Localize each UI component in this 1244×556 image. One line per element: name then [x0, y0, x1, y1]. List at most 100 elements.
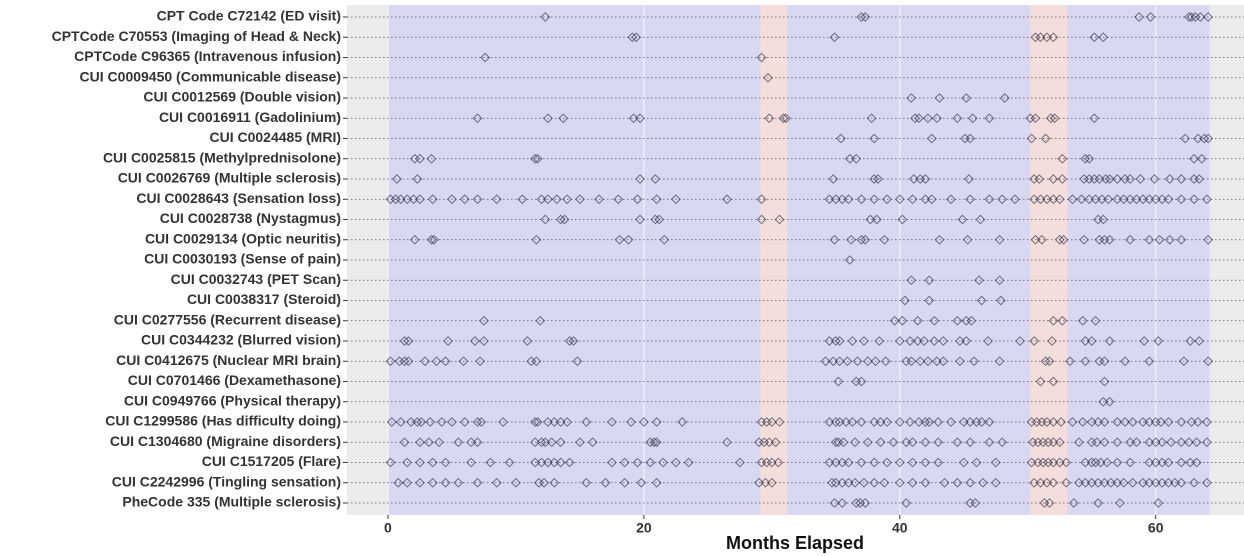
point: [1035, 194, 1046, 205]
point: [760, 477, 771, 488]
point: [926, 194, 937, 205]
point: [1042, 477, 1052, 488]
point: [1135, 174, 1146, 184]
point: [1144, 417, 1155, 427]
point: [888, 437, 899, 448]
point: [871, 214, 882, 225]
point: [958, 417, 969, 427]
point: [841, 417, 851, 427]
point: [632, 457, 643, 468]
point: [1194, 336, 1205, 346]
point: [415, 437, 425, 448]
point: [924, 417, 935, 427]
point: [472, 437, 483, 448]
point: [549, 457, 560, 468]
point: [766, 417, 777, 427]
point: [606, 417, 617, 427]
point: [844, 255, 855, 265]
point: [683, 457, 694, 468]
point: [649, 437, 660, 448]
point: [1077, 417, 1088, 427]
point: [1054, 234, 1065, 245]
point: [434, 437, 445, 448]
point: [1164, 174, 1175, 184]
point: [844, 153, 855, 164]
point: [931, 113, 942, 124]
point: [860, 498, 871, 508]
point: [939, 477, 950, 488]
point: [1176, 234, 1187, 245]
point: [1093, 498, 1104, 508]
point: [933, 417, 944, 427]
point: [856, 234, 867, 245]
point: [1061, 477, 1072, 488]
point: [1048, 315, 1059, 326]
point: [847, 336, 858, 346]
point: [1186, 417, 1197, 427]
point: [555, 457, 566, 468]
point: [1029, 336, 1040, 346]
point: [1184, 12, 1194, 22]
point: [540, 214, 551, 225]
point: [1086, 477, 1097, 488]
point: [907, 457, 918, 468]
point: [1144, 234, 1155, 245]
point: [1112, 174, 1123, 184]
point: [1157, 477, 1168, 488]
point: [907, 437, 918, 448]
point: [600, 477, 611, 488]
point: [1035, 32, 1046, 43]
point: [920, 477, 931, 488]
point: [990, 477, 1001, 488]
point: [1203, 12, 1214, 22]
point: [780, 113, 791, 124]
point: [830, 457, 841, 468]
point: [555, 214, 566, 225]
point: [1047, 336, 1057, 346]
point: [897, 214, 908, 225]
point: [856, 417, 867, 427]
point: [1193, 417, 1203, 427]
point: [1080, 457, 1091, 468]
point: [1144, 437, 1155, 448]
point: [966, 315, 977, 326]
point: [1191, 457, 1202, 468]
y-tick-label: CUI C0032743 (PET Scan): [171, 271, 341, 287]
point: [1203, 234, 1214, 245]
point: [995, 295, 1006, 306]
point: [1127, 417, 1138, 427]
point: [1084, 194, 1095, 205]
point: [472, 194, 483, 205]
x-axis-title: Months Elapsed: [726, 533, 864, 553]
point: [1203, 356, 1214, 367]
point: [1118, 194, 1129, 205]
point: [905, 417, 915, 427]
point: [1150, 477, 1161, 488]
point: [901, 437, 912, 448]
point: [485, 457, 496, 468]
x-tick-label: 20: [636, 520, 652, 536]
point: [535, 315, 546, 326]
point: [970, 498, 981, 508]
point: [843, 194, 854, 205]
point: [606, 457, 617, 468]
point: [1196, 153, 1207, 164]
point: [952, 437, 963, 448]
y-tick-label: CUI C0026769 (Multiple sclerosis): [118, 170, 341, 186]
y-tick-label: CUI C0012569 (Double vision): [143, 89, 341, 105]
point: [894, 194, 905, 205]
point: [837, 498, 848, 508]
point: [1048, 376, 1059, 387]
point: [1157, 437, 1168, 448]
point: [1098, 214, 1109, 225]
point: [479, 315, 489, 326]
point: [851, 498, 862, 508]
point: [1056, 417, 1066, 427]
point: [967, 113, 978, 124]
point: [722, 437, 732, 448]
point: [912, 336, 923, 346]
point: [997, 194, 1008, 205]
y-tick-label: CPTCode C96365 (Intravenous infusion): [74, 48, 341, 64]
point: [856, 194, 867, 205]
